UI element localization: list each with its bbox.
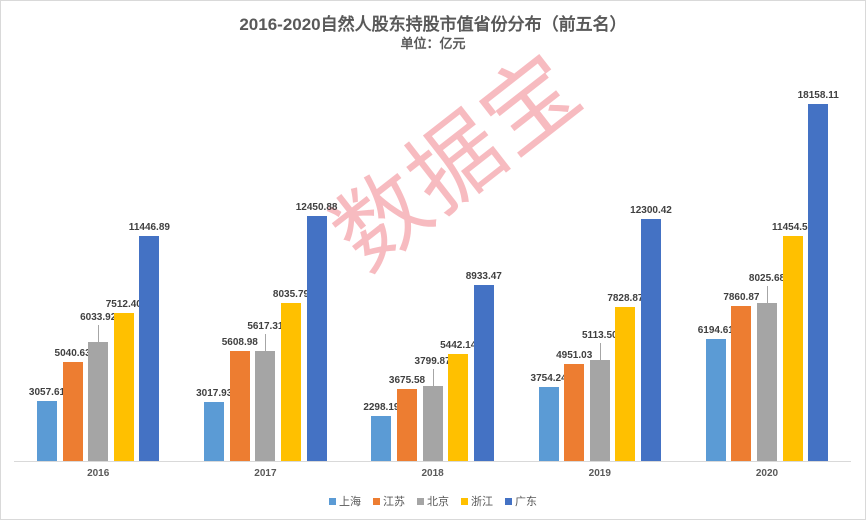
bar-2020-1: [731, 306, 752, 461]
legend-label: 浙江: [471, 496, 493, 508]
data-label-leader: [265, 333, 267, 351]
legend-swatch-icon: [329, 497, 336, 505]
data-label: 6194.61: [697, 325, 734, 337]
bar-2017-2: [255, 350, 276, 461]
data-label: 3675.58: [388, 374, 426, 386]
data-label: 5608.98: [221, 336, 258, 348]
data-label: 6033.92: [80, 312, 117, 324]
data-label: 3017.93: [196, 387, 233, 399]
bar-2020-4: [808, 104, 829, 461]
bar-2016-4: [139, 235, 160, 461]
data-label: 5617.31: [247, 320, 284, 332]
data-label: 7828.87: [607, 293, 644, 305]
bar-2019-2: [589, 360, 610, 461]
legend-swatch-icon: [417, 497, 424, 505]
legend-label: 北京: [427, 496, 449, 508]
x-axis-line: [14, 461, 851, 462]
data-label: 3057.61: [28, 386, 66, 398]
data-label: 8025.68: [748, 273, 786, 285]
data-label-leader: [599, 343, 601, 361]
chart-title: 2016-2020自然人股东持股市值省份分布（前五名）: [239, 15, 627, 34]
data-label: 8035.79: [272, 289, 310, 300]
x-tick-label: 2016: [87, 468, 110, 479]
data-label: 7860.87: [723, 292, 760, 304]
legend-label: 江苏: [383, 496, 405, 508]
data-label: 12300.42: [630, 205, 672, 217]
legend-label: 上海: [339, 496, 361, 508]
legend-label: 广东: [515, 496, 537, 508]
bar-2017-3: [281, 303, 301, 461]
bar-2019-4: [641, 219, 661, 461]
bar-2016-3: [113, 313, 134, 461]
legend-swatch-icon: [461, 497, 468, 505]
chart-subtitle: 单位：亿元: [400, 36, 466, 51]
data-label-leader: [98, 325, 100, 343]
legend: 上海 江苏 北京 浙江 广东: [0, 493, 866, 509]
bar-2018-1: [397, 388, 417, 461]
data-label: 4951.03: [556, 349, 593, 361]
data-label: 11454.53: [772, 221, 814, 233]
bar-2017-4: [306, 216, 327, 461]
bar-2016-1: [62, 361, 83, 461]
bar-2018-2: [422, 386, 443, 461]
data-label: 3799.87: [414, 356, 451, 368]
bar-2020-3: [782, 235, 803, 461]
data-label-leader: [432, 369, 434, 387]
data-label: 7512.40: [105, 299, 142, 311]
data-label: 3754.24: [530, 373, 567, 385]
data-label: 8933.47: [465, 271, 502, 283]
bar-2019-0: [538, 387, 559, 461]
data-label: 5113.50: [581, 330, 618, 342]
bar-2020-2: [757, 303, 777, 461]
legend-swatch-icon: [373, 497, 380, 505]
bar-2017-0: [204, 401, 225, 461]
data-label: 12450.88: [295, 202, 338, 214]
legend-item: 广东: [505, 493, 537, 509]
data-label-leader: [767, 286, 768, 304]
x-tick-label: 2019: [588, 468, 611, 479]
bar-2020-0: [705, 339, 726, 461]
legend-item: 浙江: [461, 493, 493, 509]
data-label: 5040.63: [54, 347, 91, 359]
legend-item: 上海: [329, 493, 361, 509]
legend-swatch-icon: [505, 497, 512, 505]
x-tick-label: 2020: [755, 468, 779, 479]
data-label: 5442.14: [440, 340, 477, 351]
bar-2018-4: [473, 285, 494, 461]
legend-item: 江苏: [373, 493, 405, 509]
bar-2016-2: [88, 342, 109, 461]
data-label: 18158.11: [797, 90, 839, 101]
bar-2017-1: [229, 350, 250, 461]
x-tick-label: 2018: [421, 468, 444, 479]
bar-2018-3: [448, 354, 469, 461]
bar-2018-0: [371, 415, 392, 461]
data-label: 11446.89: [128, 221, 170, 233]
legend-item: 北京: [417, 493, 449, 509]
bar-2019-1: [564, 363, 585, 461]
bar-2019-3: [615, 307, 636, 461]
bar-2016-0: [37, 400, 57, 461]
x-tick-label: 2017: [254, 468, 277, 479]
data-label: 2298.19: [363, 401, 400, 413]
